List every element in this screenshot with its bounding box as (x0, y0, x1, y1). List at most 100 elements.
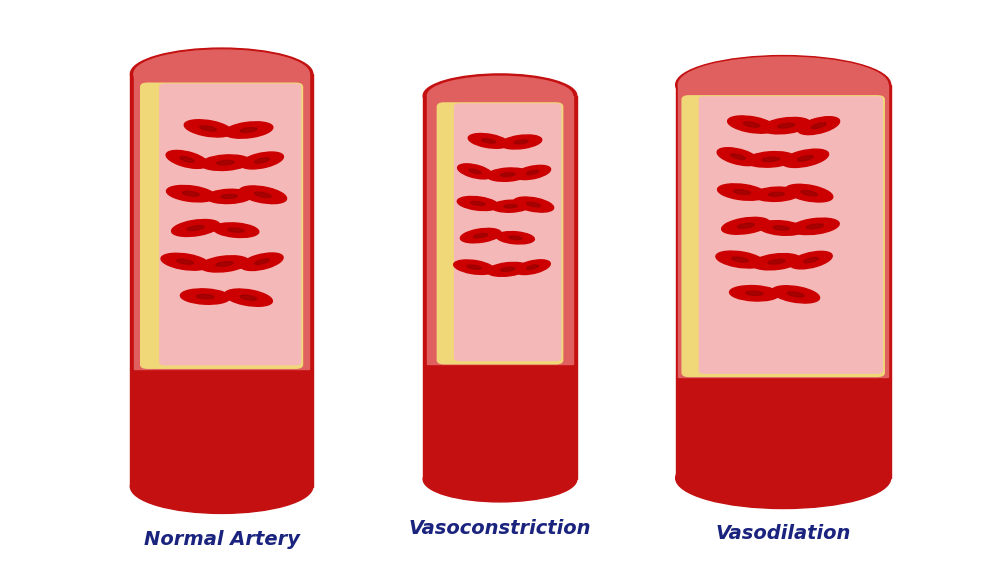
Ellipse shape (501, 135, 542, 149)
FancyBboxPatch shape (681, 95, 885, 377)
Ellipse shape (457, 196, 499, 210)
Ellipse shape (255, 259, 269, 264)
Ellipse shape (790, 251, 832, 269)
Ellipse shape (172, 219, 220, 236)
Text: Vasodilation: Vasodilation (716, 524, 851, 543)
Ellipse shape (717, 148, 759, 166)
Ellipse shape (225, 289, 272, 306)
Text: Normal Artery: Normal Artery (144, 530, 300, 549)
Bar (130, 370, 313, 486)
Ellipse shape (239, 186, 287, 204)
Ellipse shape (254, 158, 269, 163)
Ellipse shape (728, 116, 775, 133)
Ellipse shape (241, 253, 283, 270)
Ellipse shape (762, 157, 779, 162)
FancyBboxPatch shape (159, 83, 301, 365)
Ellipse shape (678, 57, 888, 113)
Ellipse shape (737, 223, 754, 229)
Ellipse shape (754, 187, 799, 201)
Ellipse shape (773, 226, 789, 230)
Ellipse shape (213, 223, 259, 238)
Ellipse shape (718, 184, 766, 200)
Ellipse shape (161, 253, 209, 270)
Ellipse shape (469, 169, 481, 174)
Ellipse shape (182, 191, 199, 196)
Ellipse shape (500, 173, 515, 176)
Bar (423, 96, 577, 366)
Ellipse shape (487, 263, 528, 276)
Ellipse shape (768, 192, 785, 196)
Ellipse shape (187, 226, 204, 231)
Bar (423, 366, 577, 479)
Ellipse shape (746, 151, 796, 167)
Ellipse shape (787, 292, 804, 297)
Ellipse shape (785, 184, 833, 202)
Bar (134, 74, 309, 369)
Ellipse shape (515, 166, 551, 180)
Ellipse shape (240, 128, 257, 133)
Ellipse shape (216, 261, 233, 266)
Ellipse shape (460, 229, 501, 243)
Ellipse shape (732, 257, 748, 262)
Ellipse shape (504, 205, 517, 208)
Ellipse shape (778, 123, 795, 128)
Ellipse shape (752, 253, 801, 270)
Ellipse shape (797, 155, 813, 161)
Ellipse shape (514, 197, 554, 212)
Ellipse shape (733, 189, 750, 194)
Ellipse shape (798, 117, 840, 134)
Ellipse shape (496, 231, 534, 244)
Ellipse shape (166, 150, 208, 168)
FancyBboxPatch shape (437, 102, 563, 365)
Ellipse shape (743, 122, 760, 127)
Ellipse shape (730, 286, 779, 301)
Ellipse shape (201, 155, 250, 171)
Ellipse shape (806, 224, 823, 229)
Bar (676, 85, 891, 378)
Ellipse shape (458, 164, 492, 179)
Ellipse shape (515, 260, 550, 274)
Ellipse shape (197, 294, 214, 299)
Ellipse shape (221, 194, 237, 198)
Ellipse shape (468, 133, 509, 148)
Ellipse shape (509, 236, 522, 239)
Ellipse shape (206, 189, 252, 204)
Ellipse shape (514, 140, 528, 144)
Ellipse shape (758, 221, 804, 235)
Ellipse shape (527, 265, 539, 269)
Ellipse shape (240, 295, 257, 301)
Ellipse shape (801, 191, 817, 196)
Ellipse shape (177, 259, 194, 264)
Ellipse shape (228, 228, 244, 232)
Ellipse shape (167, 185, 215, 202)
Ellipse shape (676, 447, 891, 509)
Bar (130, 74, 313, 370)
Ellipse shape (762, 117, 810, 134)
Ellipse shape (423, 74, 577, 117)
Ellipse shape (467, 265, 481, 269)
Ellipse shape (180, 289, 230, 304)
Ellipse shape (200, 256, 249, 272)
Ellipse shape (180, 156, 194, 162)
Ellipse shape (722, 217, 770, 234)
Ellipse shape (746, 291, 763, 295)
Ellipse shape (471, 201, 485, 205)
Ellipse shape (130, 460, 313, 514)
Ellipse shape (217, 160, 234, 165)
FancyBboxPatch shape (454, 103, 561, 361)
Ellipse shape (676, 56, 891, 114)
Ellipse shape (791, 218, 839, 235)
Ellipse shape (184, 120, 232, 137)
Ellipse shape (240, 152, 283, 169)
Ellipse shape (474, 234, 488, 238)
Ellipse shape (716, 251, 764, 268)
Ellipse shape (491, 200, 530, 212)
FancyBboxPatch shape (140, 83, 303, 369)
Bar (676, 378, 891, 478)
Ellipse shape (772, 286, 820, 303)
Ellipse shape (224, 122, 273, 138)
Ellipse shape (454, 260, 494, 274)
Ellipse shape (804, 257, 818, 263)
Ellipse shape (782, 149, 829, 167)
Ellipse shape (134, 50, 309, 98)
